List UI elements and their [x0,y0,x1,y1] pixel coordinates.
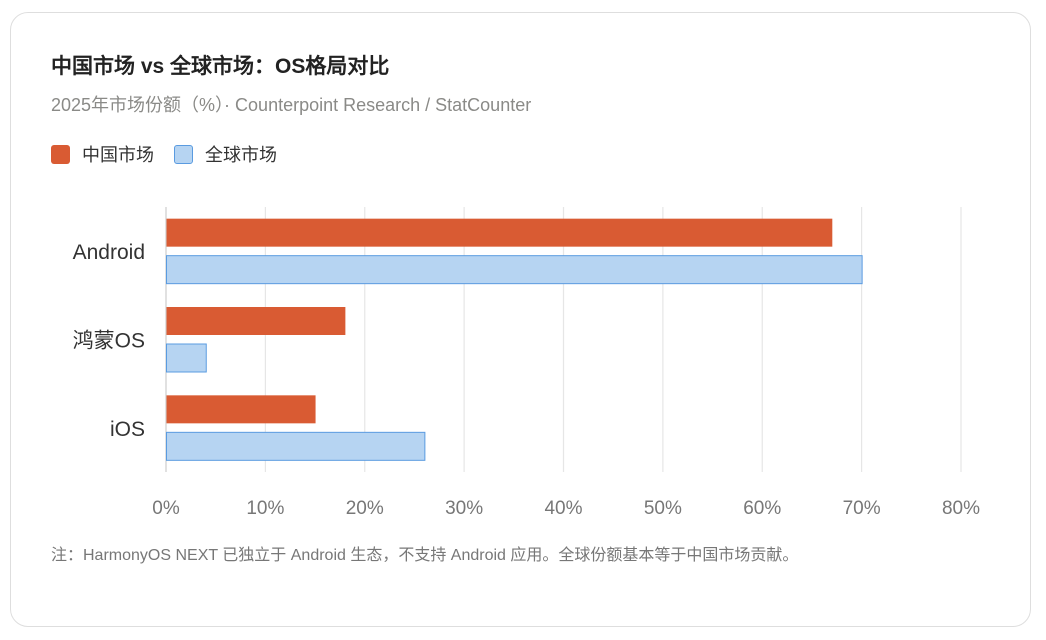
bar-global [166,343,207,373]
bar-china [166,307,346,335]
x-tick-label: 20% [346,498,384,519]
x-tick-label: 30% [445,498,483,519]
x-tick-label: 40% [544,498,582,519]
y-category-label: Android [73,241,145,264]
legend-label-china: 中国市场 [82,145,154,165]
chart-title: 中国市场 vs 全球市场：OS格局对比 [51,55,390,78]
bar-global [166,431,426,461]
legend-item-china[interactable]: 中国市场 [51,141,154,167]
legend-swatch-china [51,144,70,164]
x-tick-label: 0% [152,498,180,519]
bar-global [166,255,863,285]
y-category-label: 鸿蒙OS [73,330,145,353]
bar-china [166,395,316,424]
legend-swatch-global [174,144,193,164]
legend-label-global: 全球市场 [205,145,277,165]
legend-item-global[interactable]: 全球市场 [174,141,277,167]
x-tick-label: 60% [743,498,781,519]
y-category-label: iOS [110,418,145,441]
chart-subtitle: 2025年市场份额（%）· Counterpoint Research / St… [51,95,532,115]
x-tick-label: 80% [942,498,980,519]
bar-china [166,218,833,247]
x-tick-label: 70% [843,498,881,519]
legend: 中国市场 全球市场 [51,141,297,167]
x-tick-label: 50% [644,498,682,519]
footnote: 注：HarmonyOS NEXT 已独立于 Android 生态，不支持 And… [51,547,799,564]
x-tick-label: 10% [246,498,284,519]
